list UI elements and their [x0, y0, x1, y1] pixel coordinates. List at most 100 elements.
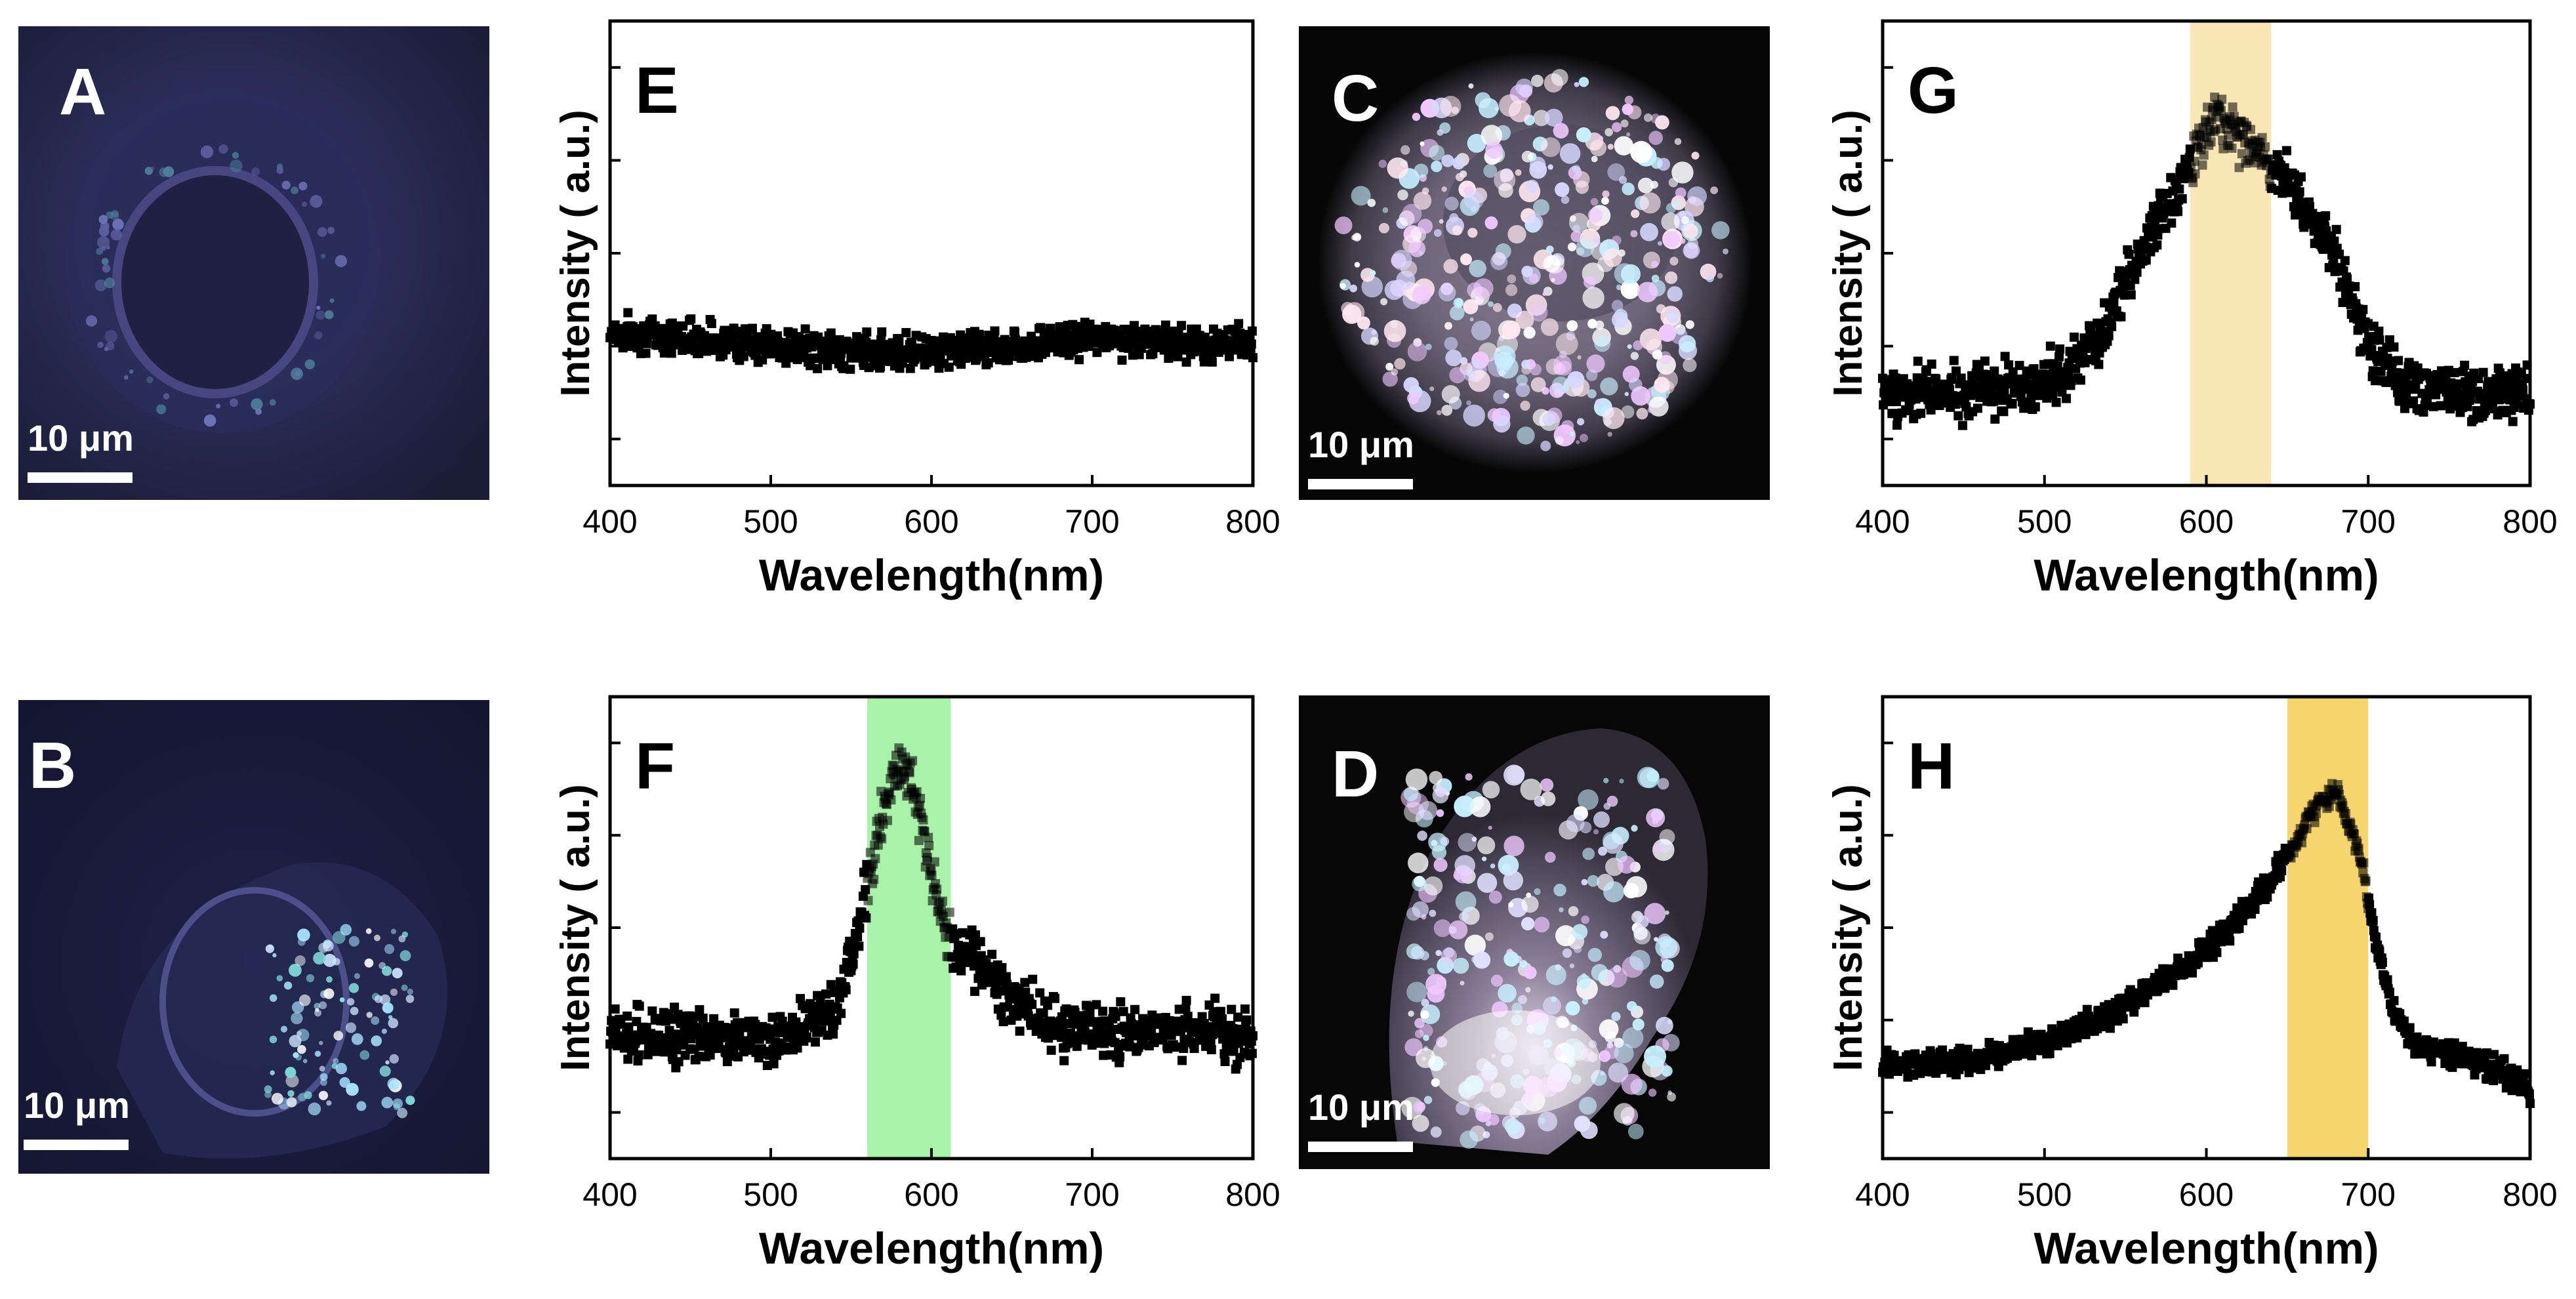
data-point	[2338, 298, 2348, 307]
data-point	[1949, 356, 1959, 365]
data-point	[2014, 361, 2024, 371]
data-point	[2367, 908, 2377, 918]
data-point	[826, 979, 836, 989]
data-point	[821, 989, 831, 999]
plot-frame	[1881, 695, 2532, 1161]
data-point	[623, 1011, 632, 1021]
data-point	[914, 836, 924, 846]
data-point	[975, 937, 985, 947]
data-point	[2126, 290, 2136, 300]
scale-bar-label-d: 10 μm	[1308, 1086, 1414, 1128]
data-point	[2118, 1014, 2128, 1023]
data-point	[2358, 304, 2368, 314]
data-point	[1990, 414, 2000, 424]
data-point	[901, 328, 911, 337]
data-point	[1028, 974, 1038, 984]
x-tick-label: 800	[1225, 503, 1280, 540]
data-point	[849, 949, 859, 959]
data-point	[2499, 1054, 2509, 1063]
data-point	[894, 337, 904, 347]
data-point	[2489, 1050, 2499, 1060]
data-point	[2512, 399, 2522, 409]
panel-letter-f: F	[635, 730, 675, 803]
x-tick-label: 500	[2017, 1176, 2072, 1213]
data-point	[2190, 157, 2199, 166]
data-point	[624, 1022, 634, 1032]
data-point	[877, 327, 887, 337]
data-point	[2045, 1048, 2055, 1058]
data-point	[1115, 1052, 1125, 1062]
data-point	[2324, 802, 2334, 812]
data-point	[2116, 312, 2126, 321]
data-point	[1216, 1006, 1225, 1016]
data-point	[2105, 1023, 2115, 1033]
x-tick-label: 600	[2179, 1176, 2234, 1213]
spectrum-chart-f: 400 500 600 700 800 Wavelength(nm) Intensity (…	[512, 689, 1299, 1299]
data-point	[2000, 352, 2010, 361]
data-point	[987, 949, 997, 959]
data-point	[1010, 327, 1019, 337]
data-point	[1050, 993, 1059, 1003]
data-point	[1043, 1000, 1053, 1010]
x-tick-label: 700	[1065, 503, 1119, 540]
spectrum-chart-h: 400 500 600 700 800 Wavelength(nm) Intensity (…	[1784, 689, 2576, 1296]
data-point	[870, 854, 880, 863]
data-point	[1130, 1004, 1140, 1014]
x-tick-label: 800	[2503, 1176, 2557, 1213]
spectrum-chart-g: 400 500 600 700 800 Wavelength(nm) Intensity (…	[1784, 13, 2576, 623]
data-point	[2520, 1069, 2530, 1079]
data-point	[956, 966, 966, 976]
micrograph-a: A 10 μm	[18, 26, 489, 500]
data-point	[2197, 140, 2207, 149]
data-point	[1990, 366, 1999, 376]
data-point	[1980, 356, 1990, 366]
data-point	[1117, 355, 1127, 365]
data-point	[2175, 184, 2184, 194]
y-axis-label: Intensity ( a.u.)	[553, 784, 598, 1071]
data-point	[918, 815, 928, 825]
x-tick-label: 600	[904, 503, 958, 540]
data-point	[1973, 403, 1982, 413]
data-point	[2409, 396, 2419, 406]
data-point	[923, 853, 932, 862]
data-point	[945, 907, 954, 917]
data-point	[1116, 997, 1126, 1006]
data-point	[2449, 367, 2459, 377]
scale-bar-label-b: 10 μm	[24, 1084, 130, 1126]
data-point	[1220, 1057, 1230, 1066]
data-point	[2199, 150, 2209, 160]
data-point	[1092, 348, 1102, 358]
data-point	[1074, 355, 1084, 365]
data-point	[2482, 1048, 2492, 1058]
data-point	[915, 800, 924, 810]
data-point	[2354, 844, 2363, 854]
data-point	[1161, 320, 1170, 330]
data-point	[990, 326, 1000, 336]
data-point	[2395, 396, 2405, 406]
data-point	[848, 959, 858, 969]
data-point	[1046, 1045, 1056, 1055]
panel-letter-h: H	[1908, 730, 1955, 803]
data-point	[2055, 352, 2064, 361]
data-point	[2371, 932, 2381, 942]
data-point	[1233, 1012, 1243, 1022]
data-point	[2277, 866, 2287, 876]
micrograph-b: B 10 μm	[18, 700, 489, 1174]
scale-bar-label-a: 10 μm	[28, 417, 134, 459]
panel-letter-a: A	[59, 55, 107, 129]
data-point	[2177, 194, 2187, 203]
data-point	[706, 319, 716, 329]
data-point	[2030, 402, 2040, 412]
data-point	[2296, 172, 2306, 182]
data-point	[1001, 972, 1011, 981]
data-point	[1892, 421, 1902, 430]
data-point	[1098, 1006, 1108, 1016]
data-point	[1210, 993, 1220, 1003]
data-point	[2051, 398, 2061, 407]
data-point	[2389, 996, 2399, 1006]
data-point	[2262, 892, 2272, 902]
data-point	[2173, 207, 2183, 216]
data-point	[862, 327, 872, 337]
data-point	[750, 1020, 760, 1029]
spectrum-chart-e: 400 500 600 700 800 Wavelength(nm) Intensity (…	[512, 13, 1299, 623]
